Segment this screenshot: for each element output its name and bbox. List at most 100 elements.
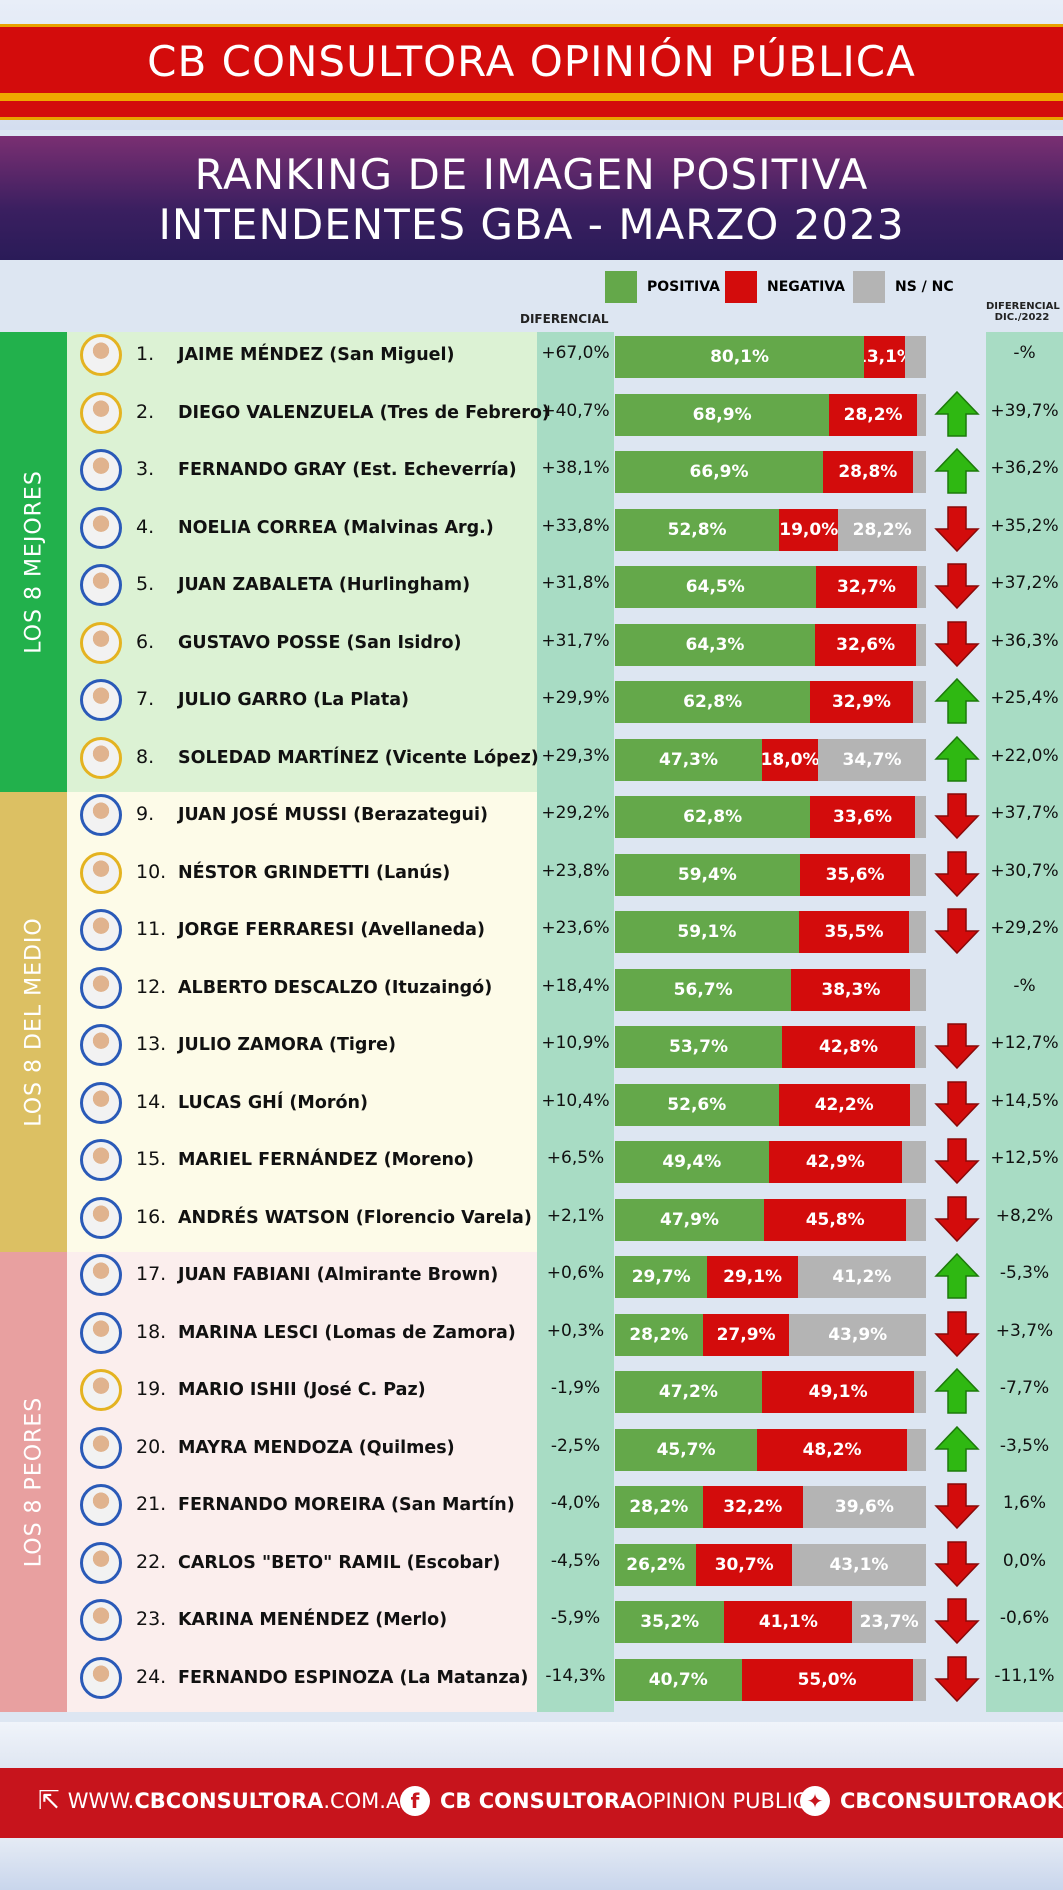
avatar [80, 1254, 122, 1296]
stacked-bar: 80,1%13,1% [615, 336, 926, 378]
bar-negativa: 55,0% [741, 1658, 913, 1701]
header-title: CB CONSULTORA OPINIÓN PÚBLICA [147, 37, 916, 86]
avatar [80, 1139, 122, 1181]
arrow-up-icon [934, 447, 980, 494]
twitter-icon: ✦ [800, 1786, 830, 1816]
rank-number: 11. [136, 918, 167, 940]
stacked-bar: 62,8% 32,9% [615, 681, 926, 723]
bar-nsnc [915, 1026, 926, 1068]
rank-number: 23. [136, 1608, 167, 1630]
bar-negativa: 28,2% [829, 393, 917, 436]
bar-positiva: 66,9% [615, 451, 824, 493]
bar-negativa: 38,3% [791, 968, 911, 1011]
bar-nsnc [912, 1658, 926, 1701]
diferencial-value: +0,6% [546, 1263, 605, 1283]
diferencial-value: +29,3% [541, 745, 610, 766]
avatar [80, 1081, 122, 1124]
bar-positiva: 52,6% [615, 1083, 779, 1126]
mayor-name: FERNANDO MOREIRA (San Martín) [178, 1495, 515, 1515]
bar-positiva: 47,3% [615, 738, 763, 781]
footer-website[interactable]: ⇱ WWW. CBCONSULTORA .COM.AR [38, 1786, 415, 1816]
bar-nsnc [916, 393, 926, 436]
mayor-name: ANDRÉS WATSON (Florencio Varela) [178, 1207, 532, 1228]
stacked-bar: 40,7% 55,0% [615, 1658, 926, 1701]
table-row: 2. DIEGO VALENZUELA (Tres de Febrero) +40,… [0, 390, 1063, 437]
rank-number: 24. [136, 1665, 167, 1688]
diferencial-dic2022-value: -11,1% [994, 1665, 1055, 1686]
bar-nsnc: 34,7% [818, 738, 926, 781]
rank-number: 14. [136, 1090, 167, 1113]
rank-number: 5. [136, 573, 155, 595]
table-row: 3. FERNANDO GRAY (Est. Echeverría) +38,1% 6… [0, 447, 1063, 494]
diferencial-value: -4,0% [550, 1493, 601, 1513]
bar-positiva: 80,1% [615, 336, 865, 378]
bar-positiva: 59,1% [615, 911, 799, 953]
diferencial-dic2022-value: -0,6% [999, 1608, 1050, 1628]
bar-positiva: 64,5% [615, 566, 816, 608]
rank-number: 17. [136, 1263, 167, 1285]
arrow-down-icon [934, 505, 980, 552]
diferencial-value: +29,9% [541, 688, 610, 708]
table-row: 8. SOLEDAD MARTÍNEZ (Vicente López) +29,3%… [0, 735, 1063, 782]
table-row: 24. FERNANDO ESPINOZA (La Matanza) -14,3% 4… [0, 1655, 1063, 1702]
diferencial-dic2022-value: +8,2% [995, 1205, 1054, 1226]
rank-number: 7. [136, 688, 155, 710]
table-row: 20. MAYRA MENDOZA (Quilmes) -2,5% 45,7% 48,2… [0, 1425, 1063, 1472]
group-label-block: LOS 8 DEL MEDIO [0, 792, 67, 1252]
avatar [80, 909, 122, 951]
table-row: 6. GUSTAVO POSSE (San Isidro) +31,7% 64,3% 3… [0, 620, 1063, 667]
table-row: 1. JAIME MÉNDEZ (San Miguel) +67,0%80,1%13… [0, 332, 1063, 378]
stacked-bar: 64,5% 32,7% [615, 566, 926, 608]
avatar [80, 564, 122, 606]
bar-nsnc [904, 336, 926, 378]
rank-number: 20. [136, 1435, 167, 1458]
footer-facebook[interactable]: f CB CONSULTORA OPINION PUBLICA [400, 1786, 822, 1816]
stacked-bar: 66,9% 28,8% [615, 451, 926, 493]
avatar [80, 794, 122, 836]
bar-negativa: 30,7% [696, 1543, 792, 1586]
column-header-diferencial2-line1: DIFERENCIAL [986, 301, 1060, 312]
bar-negativa: 32,7% [815, 566, 918, 608]
bar-positiva: 28,2% [615, 1313, 703, 1356]
mayor-name: MAYRA MENDOZA (Quilmes) [178, 1437, 455, 1458]
arrow-up-icon [934, 1252, 980, 1299]
diferencial-dic2022-value: +36,2% [990, 458, 1059, 478]
header-stripe [0, 93, 1063, 101]
arrow-down-icon [934, 850, 980, 897]
stacked-bar: 28,2% 27,9% 43,9% [615, 1313, 926, 1356]
rank-number: 2. [136, 400, 155, 423]
arrow-up-icon [934, 1367, 980, 1414]
bar-nsnc [917, 566, 926, 608]
footer-web-prefix: WWW. [67, 1789, 135, 1813]
table-row: 18. MARINA LESCI (Lomas de Zamora) +0,3% 28… [0, 1310, 1063, 1357]
table-row: 12. ALBERTO DESCALZO (Ituzaingó) +18,4% 56,… [0, 965, 1063, 1011]
avatar [80, 391, 122, 434]
bar-positiva: 28,2% [615, 1486, 703, 1528]
bar-negativa: 42,8% [782, 1026, 916, 1068]
avatar [80, 851, 122, 894]
bar-nsnc: 28,2% [838, 508, 926, 551]
column-header-diferencial-dic2022: DIFERENCIAL DIC./2022 [986, 301, 1060, 323]
stacked-bar: 56,7% 38,3% [615, 968, 926, 1011]
bar-negativa: 35,5% [798, 911, 910, 953]
avatar [80, 1369, 122, 1411]
cursor-click-icon: ⇱ [38, 1786, 60, 1816]
footer-twitter[interactable]: ✦ CBCONSULTORAOK [800, 1786, 1063, 1816]
bar-nsnc [902, 1141, 926, 1183]
legend-positiva: POSITIVA [605, 271, 720, 303]
rank-number: 12. [136, 975, 167, 998]
table-row: 13. JULIO ZAMORA (Tigre) +10,9% 53,7% 42,8% +… [0, 1022, 1063, 1070]
mayor-name: DIEGO VALENZUELA (Tres de Febrero) [178, 402, 550, 423]
diferencial-value: +67,0% [541, 343, 610, 363]
rank-number: 9. [136, 803, 155, 825]
mayor-name: JORGE FERRARESI (Avellaneda) [178, 920, 485, 940]
bar-nsnc [910, 968, 926, 1011]
diferencial-value: +6,5% [546, 1148, 605, 1168]
diferencial-value: -5,9% [550, 1608, 601, 1628]
bar-nsnc: 41,2% [797, 1256, 926, 1298]
avatar [80, 1311, 122, 1354]
bar-nsnc: 43,1% [791, 1543, 926, 1586]
mayor-name: FERNANDO ESPINOZA (La Matanza) [178, 1667, 529, 1688]
bar-nsnc [907, 1428, 926, 1471]
avatar [80, 679, 122, 721]
